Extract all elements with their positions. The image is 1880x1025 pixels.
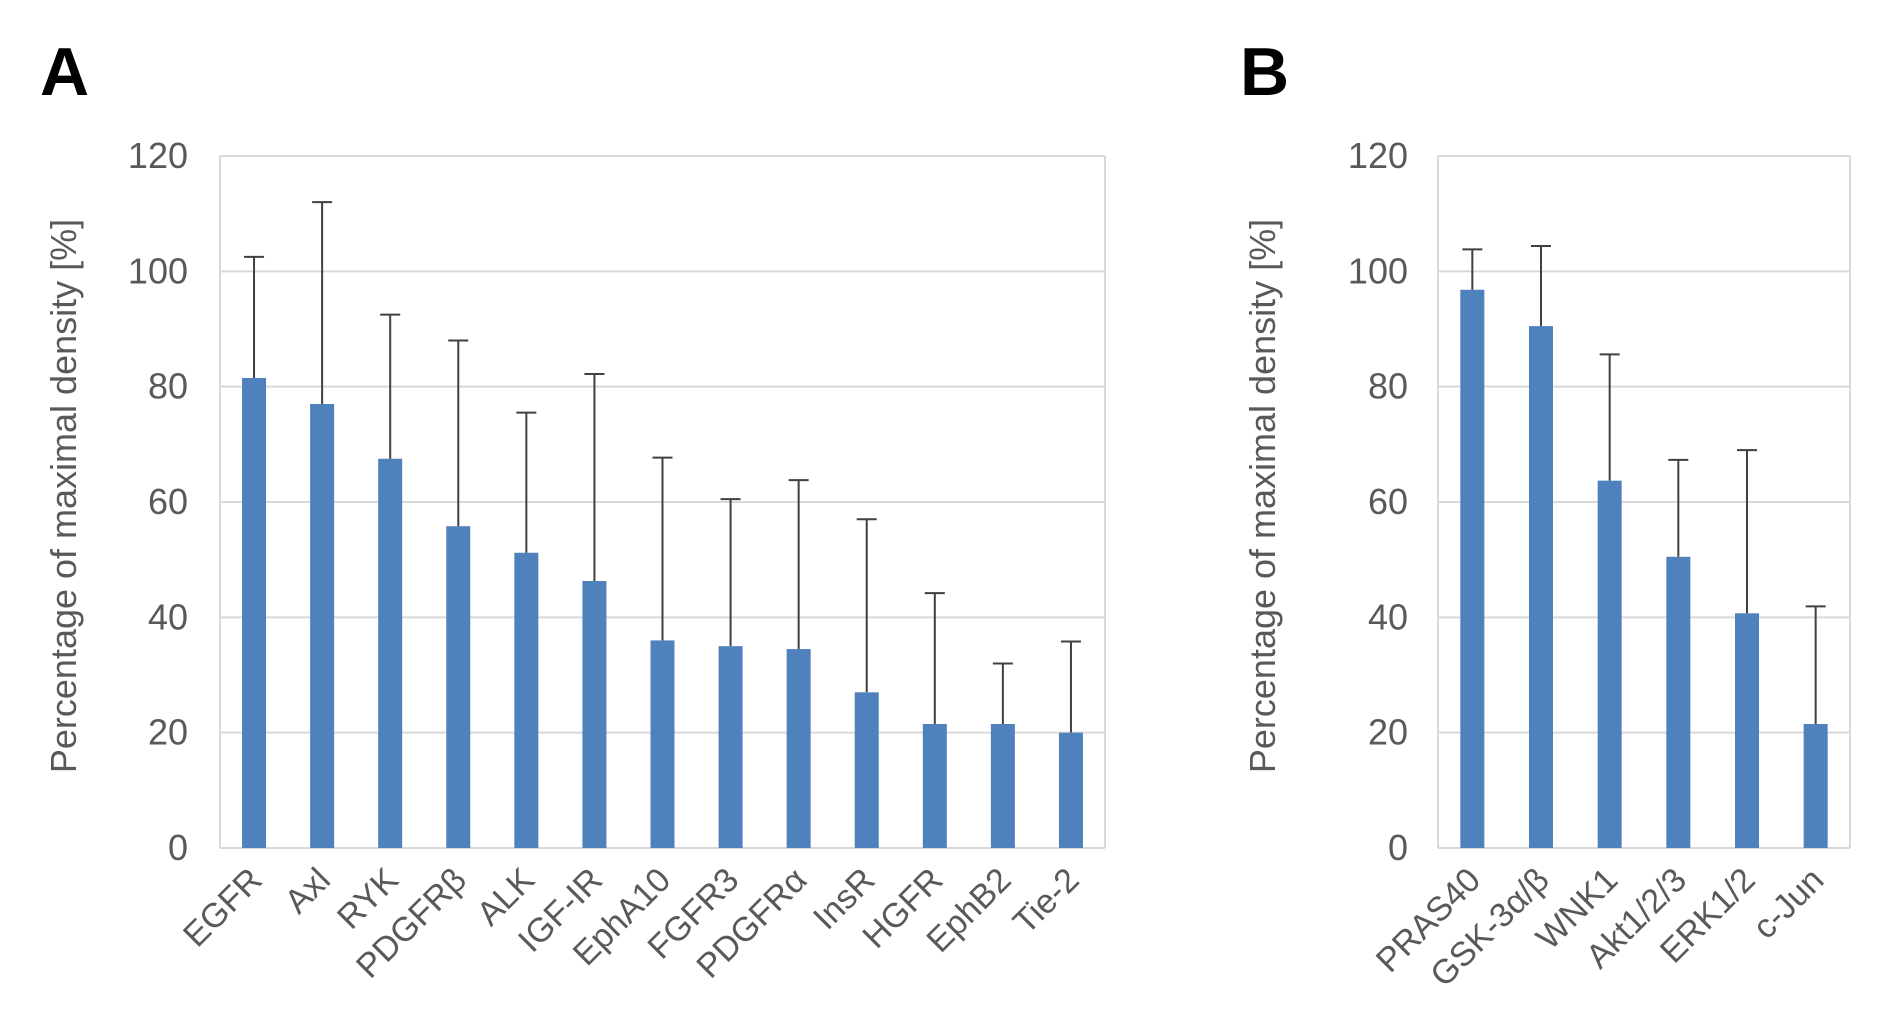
panel-a-y-tick-label: 100 (128, 250, 188, 291)
panel-b-y-tick-label: 40 (1368, 596, 1408, 637)
panel-b-y-tick-label: 100 (1348, 250, 1408, 291)
panel-a-bar (922, 724, 947, 848)
panel-b-bar (1597, 480, 1622, 848)
panel-a-y-tick-label: 20 (148, 712, 188, 753)
panel-a-bar (990, 724, 1015, 848)
panel-a-y-tick-label: 60 (148, 481, 188, 522)
panel-a-bar (1058, 732, 1083, 848)
panel-a-bar (786, 649, 811, 848)
panel-b-bar (1735, 613, 1759, 848)
panel-a-category-label: Tie-2 (1006, 861, 1087, 942)
panel-a-bar (310, 403, 335, 848)
panel-b-bar (1529, 326, 1553, 848)
panel-a-bar (718, 646, 743, 848)
panel-a-category-label: EGFR (176, 861, 270, 955)
panel-b-y-tick-label: 80 (1368, 366, 1408, 407)
panel-a-bar (378, 458, 403, 848)
panel-a-label: A (40, 34, 89, 110)
panel-b-y-tick-label: 120 (1348, 135, 1408, 176)
panel-b-y-tick-label: 60 (1368, 481, 1408, 522)
panel-a-bar (446, 526, 471, 848)
panel-b-y-axis-label: Percentage of maximal density [%] (1242, 219, 1283, 773)
panel-b-y-tick-label: 20 (1368, 712, 1408, 753)
panel-b-bar (1803, 724, 1828, 848)
panel-b-bar (1666, 556, 1691, 848)
panel-b-category-label: c-Jun (1746, 861, 1832, 947)
panel-a-y-tick-label: 0 (168, 827, 188, 868)
panel-a-y-tick-label: 80 (148, 366, 188, 407)
panel-a-y-tick-label: 40 (148, 596, 188, 637)
panel-a-bar (854, 692, 879, 848)
panel-a-y-tick-label: 120 (128, 135, 188, 176)
panel-a-bar (650, 640, 675, 848)
panel-b-bar (1460, 289, 1485, 849)
panel-a-category-label: Axl (278, 861, 338, 921)
panel-b-y-tick-label: 0 (1388, 827, 1408, 868)
panel-a-bar (582, 581, 607, 848)
panel-a-y-axis-label: Percentage of maximal density [%] (43, 219, 84, 773)
panel-b-label: B (1240, 34, 1289, 110)
panel-a-bar (514, 552, 539, 848)
panel-a-bar (242, 378, 267, 848)
